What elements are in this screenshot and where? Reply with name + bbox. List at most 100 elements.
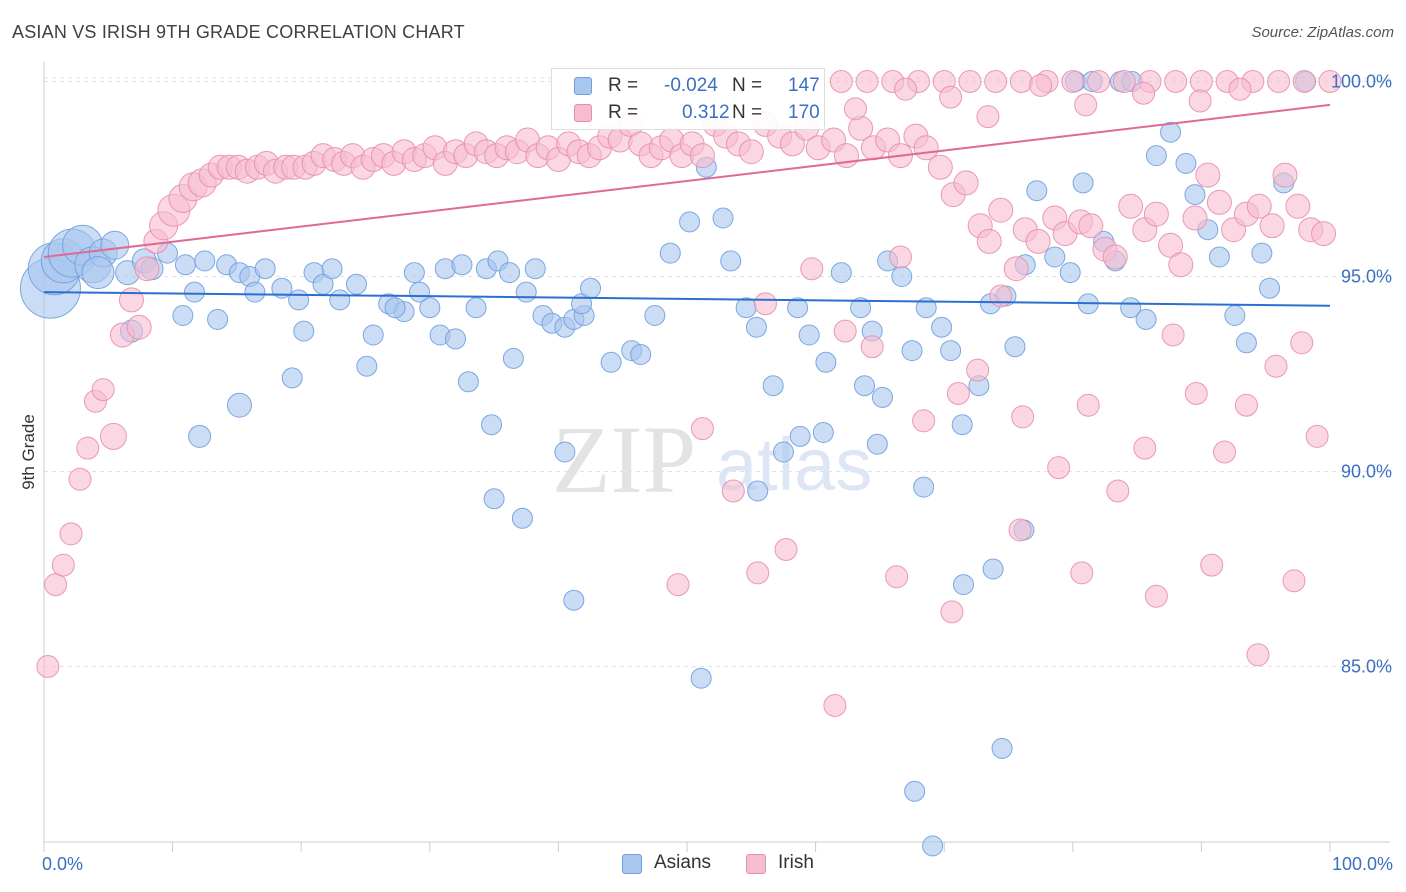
point-asians <box>511 507 533 529</box>
point-irish <box>68 467 92 491</box>
point-irish <box>1206 189 1232 215</box>
point-irish <box>1195 162 1221 188</box>
point-asians <box>853 375 875 397</box>
point-irish <box>738 139 764 165</box>
point-irish <box>1003 256 1029 282</box>
point-irish <box>1228 77 1252 101</box>
point-asians <box>630 344 652 365</box>
point-asians <box>1224 305 1246 326</box>
point-asians <box>798 324 820 346</box>
point-asians <box>850 297 872 319</box>
point-irish <box>1106 479 1130 503</box>
point-irish <box>666 573 690 597</box>
point-irish <box>118 287 144 313</box>
point-irish <box>1070 561 1094 585</box>
point-irish <box>939 85 963 109</box>
point-asians <box>524 258 546 280</box>
point-irish <box>976 105 1000 129</box>
point-irish <box>1112 70 1136 93</box>
point-asians <box>419 297 441 319</box>
point-irish <box>746 561 770 585</box>
point-irish <box>1292 70 1316 93</box>
point-asians <box>174 254 196 276</box>
point-asians <box>515 281 537 303</box>
point-irish <box>51 553 75 577</box>
point-asians <box>644 305 666 326</box>
point-asians <box>1235 332 1257 354</box>
legend-swatch-irish <box>746 854 766 874</box>
point-irish <box>829 70 853 93</box>
x-tick-label-min: 0.0% <box>42 854 83 874</box>
point-asians <box>1135 308 1157 330</box>
point-irish <box>59 522 83 546</box>
point-asians <box>244 281 266 303</box>
point-asians <box>356 355 378 377</box>
point-asians <box>271 277 293 299</box>
point-asians <box>789 425 811 447</box>
tick-labels: 85.0% 90.0% 95.0% 100.0% 0.0% 100.0% 9th Grade <box>19 72 1393 875</box>
point-asians <box>226 392 252 418</box>
point-asians <box>951 414 973 436</box>
n-label: N = <box>732 102 763 123</box>
r-label: R = <box>608 75 639 96</box>
point-irish <box>1144 584 1168 608</box>
point-irish <box>989 284 1013 308</box>
y-axis-label: 9th Grade <box>19 414 38 490</box>
y-tick-label: 95.0% <box>1341 267 1392 287</box>
point-asians <box>384 297 406 319</box>
point-asians <box>207 308 229 330</box>
legend-label-asians: Asians <box>654 852 712 873</box>
point-asians <box>922 835 944 857</box>
point-asians <box>481 414 503 436</box>
point-irish <box>1143 201 1169 227</box>
point-asians <box>563 589 585 611</box>
point-irish <box>1188 89 1212 113</box>
point-irish <box>1184 382 1208 405</box>
point-asians <box>735 297 757 319</box>
point-asians <box>483 488 505 510</box>
point-irish <box>1282 569 1306 593</box>
n-value-irish: 170 <box>788 102 820 123</box>
point-irish <box>1164 70 1188 93</box>
point-asians <box>659 242 681 264</box>
point-irish <box>1161 323 1185 347</box>
point-asians <box>451 254 473 276</box>
point-asians <box>830 262 852 284</box>
point-irish <box>689 143 715 169</box>
point-asians <box>952 574 974 596</box>
point-irish <box>1200 553 1224 577</box>
point-irish <box>1087 70 1111 93</box>
point-irish <box>1246 193 1272 219</box>
point-asians <box>362 324 384 346</box>
point-asians <box>403 262 425 284</box>
point-asians <box>772 441 794 463</box>
point-asians <box>1145 145 1167 167</box>
point-irish <box>134 256 160 282</box>
point-asians <box>254 258 276 280</box>
point-asians <box>1072 172 1094 194</box>
point-irish <box>1009 70 1033 93</box>
y-tick-label: 85.0% <box>1341 657 1392 677</box>
point-irish <box>1234 393 1258 417</box>
point-irish <box>1311 221 1337 247</box>
point-irish <box>1182 205 1208 231</box>
point-irish <box>912 409 936 433</box>
point-irish <box>1008 518 1032 542</box>
point-irish <box>1189 70 1213 93</box>
point-asians <box>913 476 935 498</box>
point-asians <box>1160 121 1182 143</box>
point-asians <box>940 340 962 362</box>
point-irish <box>1305 424 1329 448</box>
point-irish <box>1025 228 1051 254</box>
point-irish <box>774 538 798 561</box>
stats-legend: R = -0.024 N = 147 R = 0.312 N = 170 <box>551 68 825 130</box>
point-irish <box>1272 162 1298 188</box>
point-irish <box>690 417 714 441</box>
r-label: R = <box>608 102 639 123</box>
point-asians <box>600 351 622 373</box>
chart-title: ASIAN VS IRISH 9TH GRADE CORRELATION CHA… <box>12 22 465 42</box>
point-asians <box>787 297 809 319</box>
point-irish <box>940 600 964 624</box>
point-asians <box>288 289 310 311</box>
